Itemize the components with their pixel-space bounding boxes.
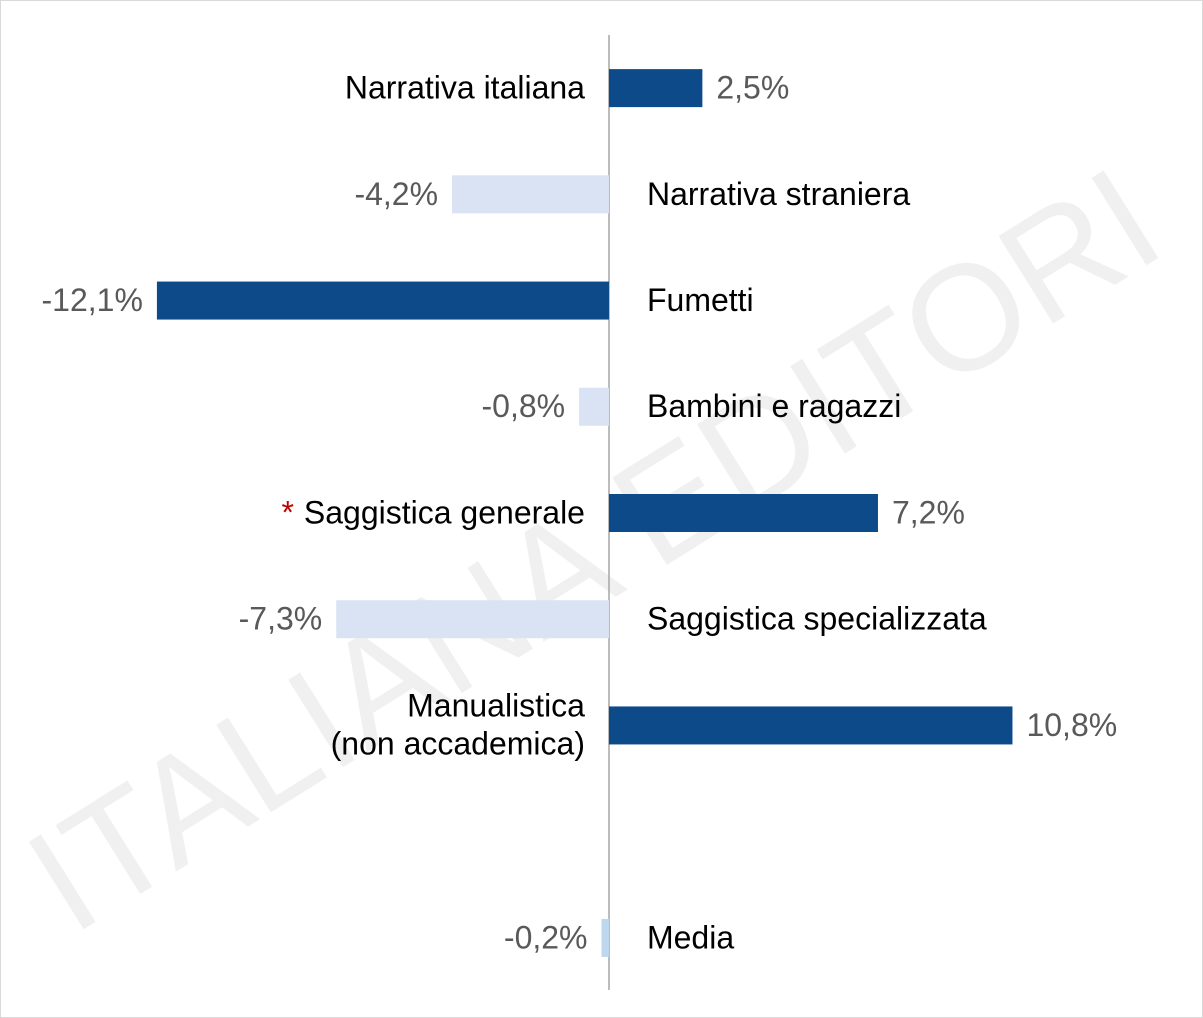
bar (608, 69, 703, 108)
value-label: -0,8% (481, 388, 565, 424)
value-label: -0,2% (504, 919, 588, 955)
bar (336, 600, 609, 639)
bar (601, 918, 609, 957)
bar (452, 175, 609, 214)
category-label: Narrativa straniera (647, 176, 910, 212)
bar (579, 387, 609, 426)
value-label: -7,3% (239, 601, 323, 637)
category-label: Bambini e ragazzi (647, 388, 901, 424)
category-label: Media (647, 919, 734, 955)
value-label: 7,2% (892, 494, 965, 530)
category-label: Saggistica specializzata (647, 601, 987, 637)
category-label: Manualistica (non accademica) (331, 688, 586, 762)
bar (608, 494, 878, 532)
category-label: Saggistica generale (304, 494, 585, 530)
value-label: -4,2% (354, 176, 438, 212)
category-label: Fumetti (647, 282, 754, 318)
value-label: 2,5% (716, 70, 789, 106)
bar (608, 706, 1013, 745)
category-label: Narrativa italiana (345, 70, 585, 106)
value-label: -12,1% (42, 282, 143, 318)
bar (156, 281, 609, 320)
value-label: 10,8% (1026, 707, 1117, 743)
note-marker: * (281, 494, 293, 530)
